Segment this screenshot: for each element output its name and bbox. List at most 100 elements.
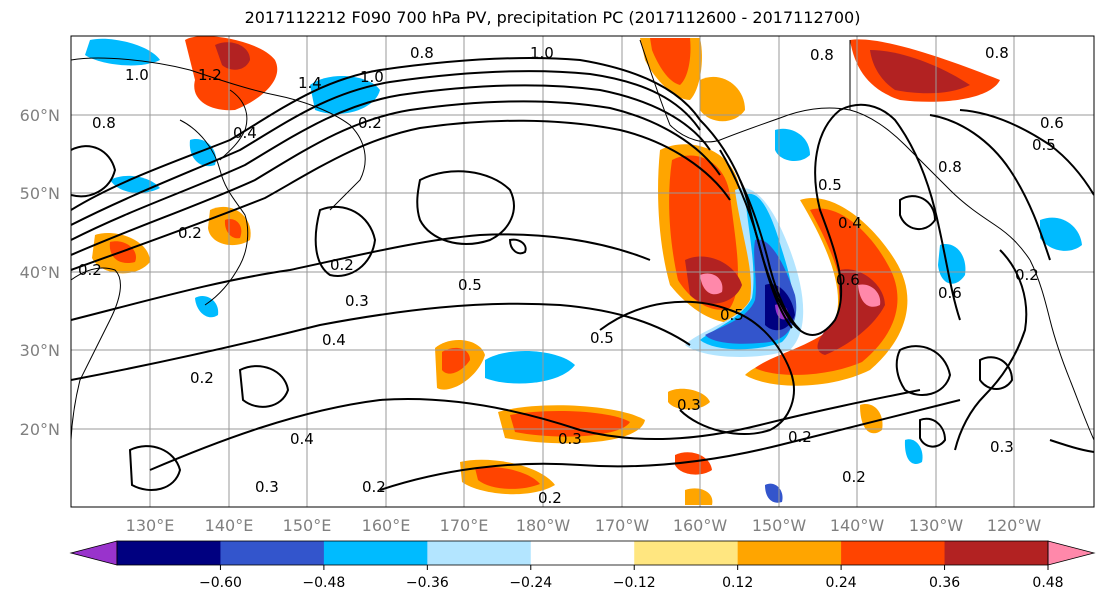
shade-bottom-1 bbox=[685, 488, 713, 505]
colorbar-segment bbox=[117, 541, 221, 565]
shade-south-japan bbox=[195, 295, 219, 318]
contour-label: 1.0 bbox=[360, 68, 384, 86]
contour-label: 0.4 bbox=[290, 430, 314, 448]
contour-label: 0.2 bbox=[190, 369, 214, 387]
lat-label: 20°N bbox=[20, 420, 60, 439]
colorbar-segments bbox=[117, 541, 1049, 565]
contour-label: 0.8 bbox=[938, 158, 962, 176]
lon-label: 140°W bbox=[830, 516, 885, 535]
contour-label: 0.3 bbox=[345, 292, 369, 310]
colorbar-tick-label: −0.48 bbox=[302, 575, 345, 591]
shade-neg-north bbox=[775, 128, 810, 162]
coast-japan bbox=[179, 119, 249, 306]
contour-14 bbox=[929, 114, 1051, 261]
contour-label: 0.4 bbox=[233, 124, 257, 142]
contour-9 bbox=[379, 399, 961, 491]
contour-closed-8 bbox=[508, 238, 527, 255]
contour-labels: 1.0 1.2 1.4 1.0 0.8 1.0 0.8 0.8 0.8 0.2 … bbox=[78, 44, 1064, 507]
contour-label: 0.2 bbox=[1015, 266, 1039, 284]
contour-1 bbox=[71, 57, 701, 211]
colorbar-tick-label: 0.36 bbox=[929, 575, 960, 591]
lat-labels: 60°N 50°N 40°N 30°N 20°N bbox=[20, 106, 60, 439]
contour-closed-7 bbox=[238, 365, 290, 408]
shade-california bbox=[1040, 217, 1082, 251]
colorbar-segment bbox=[737, 541, 842, 565]
contour-8 bbox=[149, 389, 921, 471]
contour-label: 0.2 bbox=[358, 114, 382, 132]
lon-label: 170°W bbox=[595, 516, 650, 535]
contour-label: 0.3 bbox=[558, 430, 582, 448]
contour-label: 0.8 bbox=[92, 114, 116, 132]
contour-label: 0.5 bbox=[818, 176, 842, 194]
colorbar: −0.60 −0.48 −0.36 −0.24 −0.12 0.12 0.24 0.36 0.4… bbox=[69, 540, 1096, 591]
precipitation-shading bbox=[85, 36, 1082, 505]
contour-west-1 bbox=[71, 145, 117, 198]
shade-kamchatka bbox=[185, 36, 278, 111]
map-title: 2017112212 F090 700 hPa PV, precipitatio… bbox=[244, 8, 861, 27]
lon-label: 120°W bbox=[987, 516, 1042, 535]
contour-label: 0.5 bbox=[1032, 136, 1056, 154]
contour-label: 0.2 bbox=[330, 256, 354, 274]
graticule bbox=[71, 36, 1094, 507]
contour-label: 1.0 bbox=[530, 44, 554, 62]
coast-na-west bbox=[1029, 259, 1094, 441]
lat-label: 50°N bbox=[20, 184, 60, 203]
lon-label: 160°E bbox=[362, 516, 411, 535]
lon-label: 180°W bbox=[516, 516, 571, 535]
contour-15 bbox=[959, 109, 1094, 196]
shade-east-band-ext bbox=[858, 284, 881, 307]
colorbar-segment bbox=[427, 541, 532, 565]
lon-label: 140°E bbox=[205, 516, 254, 535]
lat-label: 40°N bbox=[20, 263, 60, 282]
colorbar-tick-label: −0.60 bbox=[199, 575, 242, 591]
contour-label: 0.6 bbox=[1040, 114, 1064, 132]
lat-label: 30°N bbox=[20, 341, 60, 360]
contour-16 bbox=[954, 249, 1028, 451]
lon-labels: 130°E 140°E 150°E 160°E 170°E 180°W 170°… bbox=[126, 516, 1042, 535]
lon-label: 170°E bbox=[440, 516, 489, 535]
contour-5 bbox=[71, 119, 731, 271]
contour-label: 0.5 bbox=[458, 276, 482, 294]
colorbar-tick-label: 0.24 bbox=[826, 575, 857, 591]
contour-label: 0.2 bbox=[538, 489, 562, 507]
contour-label: 0.2 bbox=[78, 261, 102, 279]
shade-hawaii-south bbox=[675, 452, 712, 475]
pv-contours bbox=[71, 57, 1094, 491]
colorbar-ticks: −0.60 −0.48 −0.36 −0.24 −0.12 0.12 0.24 0.36 0.4… bbox=[199, 565, 1064, 591]
coast-china bbox=[71, 267, 121, 441]
colorbar-tick-label: −0.24 bbox=[509, 575, 552, 591]
colorbar-tick-label: −0.36 bbox=[406, 575, 449, 591]
contour-label: 0.8 bbox=[985, 44, 1009, 62]
shade-bering-1-core bbox=[650, 38, 691, 85]
contour-17 bbox=[1049, 439, 1094, 453]
shade-central-1-core bbox=[442, 347, 470, 374]
map-frame bbox=[70, 35, 1095, 508]
contour-label: 1.2 bbox=[198, 66, 222, 84]
contour-label: 1.0 bbox=[125, 66, 149, 84]
contour-label: 0.6 bbox=[836, 271, 860, 289]
contour-label: 0.2 bbox=[788, 428, 812, 446]
contour-label: 0.3 bbox=[255, 478, 279, 496]
colorbar-segment bbox=[220, 541, 325, 565]
lon-label: 150°W bbox=[752, 516, 807, 535]
coast-siberia bbox=[71, 57, 366, 211]
contour-closed-6 bbox=[128, 445, 182, 491]
lon-label: 130°E bbox=[126, 516, 175, 535]
shade-se-1 bbox=[860, 404, 883, 434]
shade-kamchatka-core bbox=[215, 42, 250, 70]
contour-label: 0.8 bbox=[810, 46, 834, 64]
contour-closed-4 bbox=[979, 356, 1014, 390]
contour-closed-2 bbox=[314, 205, 377, 277]
shade-west-band-ext bbox=[700, 273, 723, 295]
contour-2 bbox=[71, 70, 701, 226]
shade-alaska-core bbox=[870, 50, 970, 94]
contour-11 bbox=[719, 149, 793, 329]
contour-closed-9 bbox=[899, 195, 937, 230]
colorbar-segment bbox=[323, 541, 428, 565]
shade-nw-corner bbox=[85, 38, 160, 66]
contour-label: 0.2 bbox=[842, 468, 866, 486]
shade-east-band-strong bbox=[755, 208, 898, 375]
colorbar-frame bbox=[116, 540, 1049, 566]
lon-label: 150°E bbox=[283, 516, 332, 535]
